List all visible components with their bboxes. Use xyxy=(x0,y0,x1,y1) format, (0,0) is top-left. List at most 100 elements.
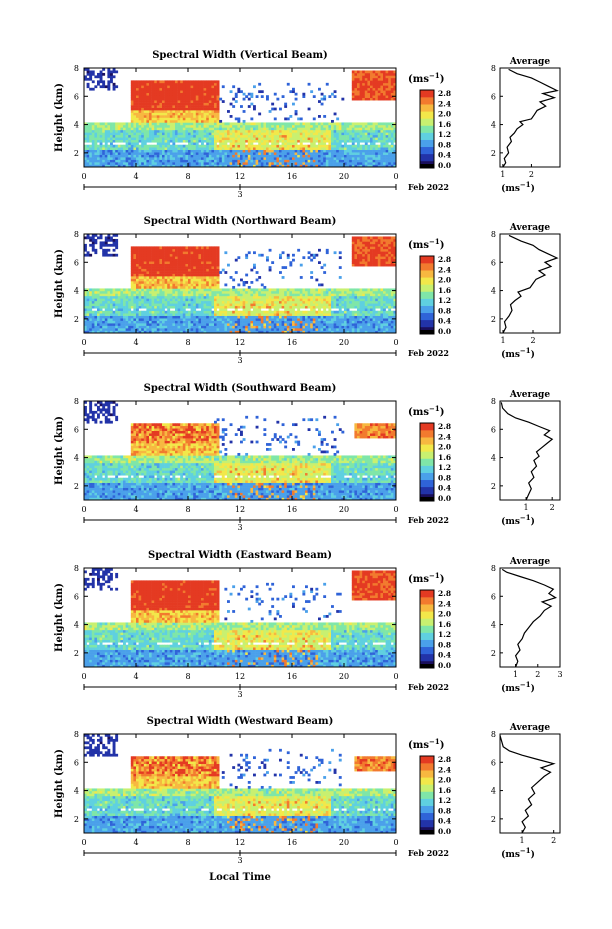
x-tick-label: 4 xyxy=(133,838,138,847)
avg-x-tick-label: 2 xyxy=(551,836,556,845)
colorbar-tick-label: 0.4 xyxy=(438,317,451,326)
x-tick-label: 4 xyxy=(133,172,138,181)
colorbar-tick-label: 2.0 xyxy=(438,443,451,452)
x-tick-label: 20 xyxy=(339,838,349,847)
colorbar-tick-label: 2.8 xyxy=(438,589,451,598)
panel-1: Spectral Width (Vertical Beam) 2 4 6 8 Height… xyxy=(54,50,561,199)
avg-y-tick-label: 6 xyxy=(491,758,496,767)
colorbar-tick-label: 2.4 xyxy=(438,432,451,441)
y-axis-label: Height (km) xyxy=(54,83,65,152)
colorbar-tick-label: 0.0 xyxy=(438,827,451,836)
avg-x-tick-label: 1 xyxy=(520,836,525,845)
colorbar-tick-label: 2.0 xyxy=(438,276,451,285)
colorbar-tick-label: 2.4 xyxy=(438,765,451,774)
x-tick-label: 0 xyxy=(81,172,86,181)
x-tick-label: 0 xyxy=(393,838,398,847)
panel-4: Spectral Width (Eastward Beam) 2 4 6 8 Height… xyxy=(54,550,563,699)
x-axis-label: Local Time xyxy=(209,872,271,883)
y-tick-label: 4 xyxy=(74,287,79,296)
colorbar-tick-label: 0.8 xyxy=(438,140,451,149)
colorbar-tick-label: 0.8 xyxy=(438,806,451,815)
heatmap-image xyxy=(84,234,397,334)
avg-y-tick-label: 6 xyxy=(491,92,496,101)
date-marker: 3 xyxy=(237,190,242,199)
avg-profile-line xyxy=(502,234,559,334)
avg-y-tick-label: 6 xyxy=(491,425,496,434)
date-label: Feb 2022 xyxy=(408,515,449,525)
y-tick-label: 2 xyxy=(74,482,79,491)
x-tick-label: 12 xyxy=(235,505,245,514)
avg-y-tick-label: 4 xyxy=(491,787,496,796)
colorbar-tick-label: 0.8 xyxy=(438,640,451,649)
colorbar: 0.00.4 0.81.21.62.0 2.42.8 (ms−1) xyxy=(408,737,451,836)
avg-x-tick-label: 1 xyxy=(500,336,505,345)
colorbar-tick-label: 1.2 xyxy=(438,296,451,305)
colorbar: 0.00.4 0.81.21.62.0 2.42.8 (ms−1) xyxy=(408,237,451,336)
avg-unit: (ms−1) xyxy=(501,846,535,860)
x-tick-label: 12 xyxy=(235,838,245,847)
colorbar: 0.00.4 0.81.21.62.0 2.42.8 (ms−1) xyxy=(408,71,451,170)
y-tick-label: 6 xyxy=(74,425,79,434)
colorbar-tick-label: 0.0 xyxy=(438,661,451,670)
x-tick-label: 16 xyxy=(287,672,297,681)
colorbar-tick-label: 0.0 xyxy=(438,327,451,336)
y-tick-label: 2 xyxy=(74,315,79,324)
colorbar-tick-label: 2.0 xyxy=(438,110,451,119)
avg-y-tick-label: 2 xyxy=(491,649,496,658)
heatmap-image xyxy=(84,734,397,834)
colorbar-tick-label: 2.8 xyxy=(438,755,451,764)
date-label: Feb 2022 xyxy=(408,682,449,692)
avg-y-tick-label: 8 xyxy=(491,230,496,239)
colorbar-tick-label: 1.6 xyxy=(438,453,451,462)
x-tick-label: 0 xyxy=(81,505,86,514)
date-marker: 3 xyxy=(237,856,242,865)
avg-unit: (ms−1) xyxy=(501,180,535,194)
avg-x-tick-label: 1 xyxy=(500,170,505,179)
colorbar-unit: (ms−1) xyxy=(408,237,444,251)
colorbar-unit: (ms−1) xyxy=(408,571,444,585)
y-tick-label: 6 xyxy=(74,592,79,601)
y-tick-label: 6 xyxy=(74,92,79,101)
avg-x-tick-label: 2 xyxy=(530,336,535,345)
x-tick-label: 16 xyxy=(287,172,297,181)
avg-unit: (ms−1) xyxy=(501,513,535,527)
colorbar-tick-label: 1.6 xyxy=(438,786,451,795)
colorbar-tick-label: 2.8 xyxy=(438,89,451,98)
y-axis-label: Height (km) xyxy=(54,249,65,318)
colorbar-unit: (ms−1) xyxy=(408,404,444,418)
colorbar-unit: (ms−1) xyxy=(408,71,444,85)
y-tick-label: 2 xyxy=(74,815,79,824)
y-tick-label: 6 xyxy=(74,758,79,767)
y-tick-label: 8 xyxy=(74,397,79,406)
x-tick-label: 8 xyxy=(185,838,190,847)
colorbar-tick-label: 0.8 xyxy=(438,306,451,315)
y-tick-label: 8 xyxy=(74,564,79,573)
panel-5: Spectral Width (Westward Beam) 2 4 6 8 Height… xyxy=(54,716,561,865)
y-tick-label: 2 xyxy=(74,649,79,658)
date-marker: 3 xyxy=(237,523,242,532)
avg-profile-line xyxy=(499,735,556,834)
avg-y-tick-label: 4 xyxy=(491,121,496,130)
colorbar-tick-label: 2.0 xyxy=(438,776,451,785)
date-marker: 3 xyxy=(237,690,242,699)
colorbar-tick-label: 1.6 xyxy=(438,120,451,129)
avg-profile-line xyxy=(500,402,554,501)
colorbar-tick-label: 1.2 xyxy=(438,130,451,139)
y-tick-label: 4 xyxy=(74,787,79,796)
heatmap-image xyxy=(84,568,397,668)
x-tick-label: 16 xyxy=(287,838,297,847)
x-tick-label: 4 xyxy=(133,505,138,514)
x-tick-label: 0 xyxy=(81,338,86,347)
x-tick-label: 0 xyxy=(81,672,86,681)
colorbar-tick-label: 2.4 xyxy=(438,265,451,274)
avg-x-tick-label: 2 xyxy=(535,670,540,679)
colorbar-tick-label: 2.4 xyxy=(438,599,451,608)
avg-y-tick-label: 4 xyxy=(491,287,496,296)
avg-y-tick-label: 6 xyxy=(491,592,496,601)
colorbar-tick-label: 2.8 xyxy=(438,255,451,264)
x-tick-label: 8 xyxy=(185,505,190,514)
x-tick-label: 12 xyxy=(235,172,245,181)
avg-x-tick-label: 1 xyxy=(513,670,518,679)
